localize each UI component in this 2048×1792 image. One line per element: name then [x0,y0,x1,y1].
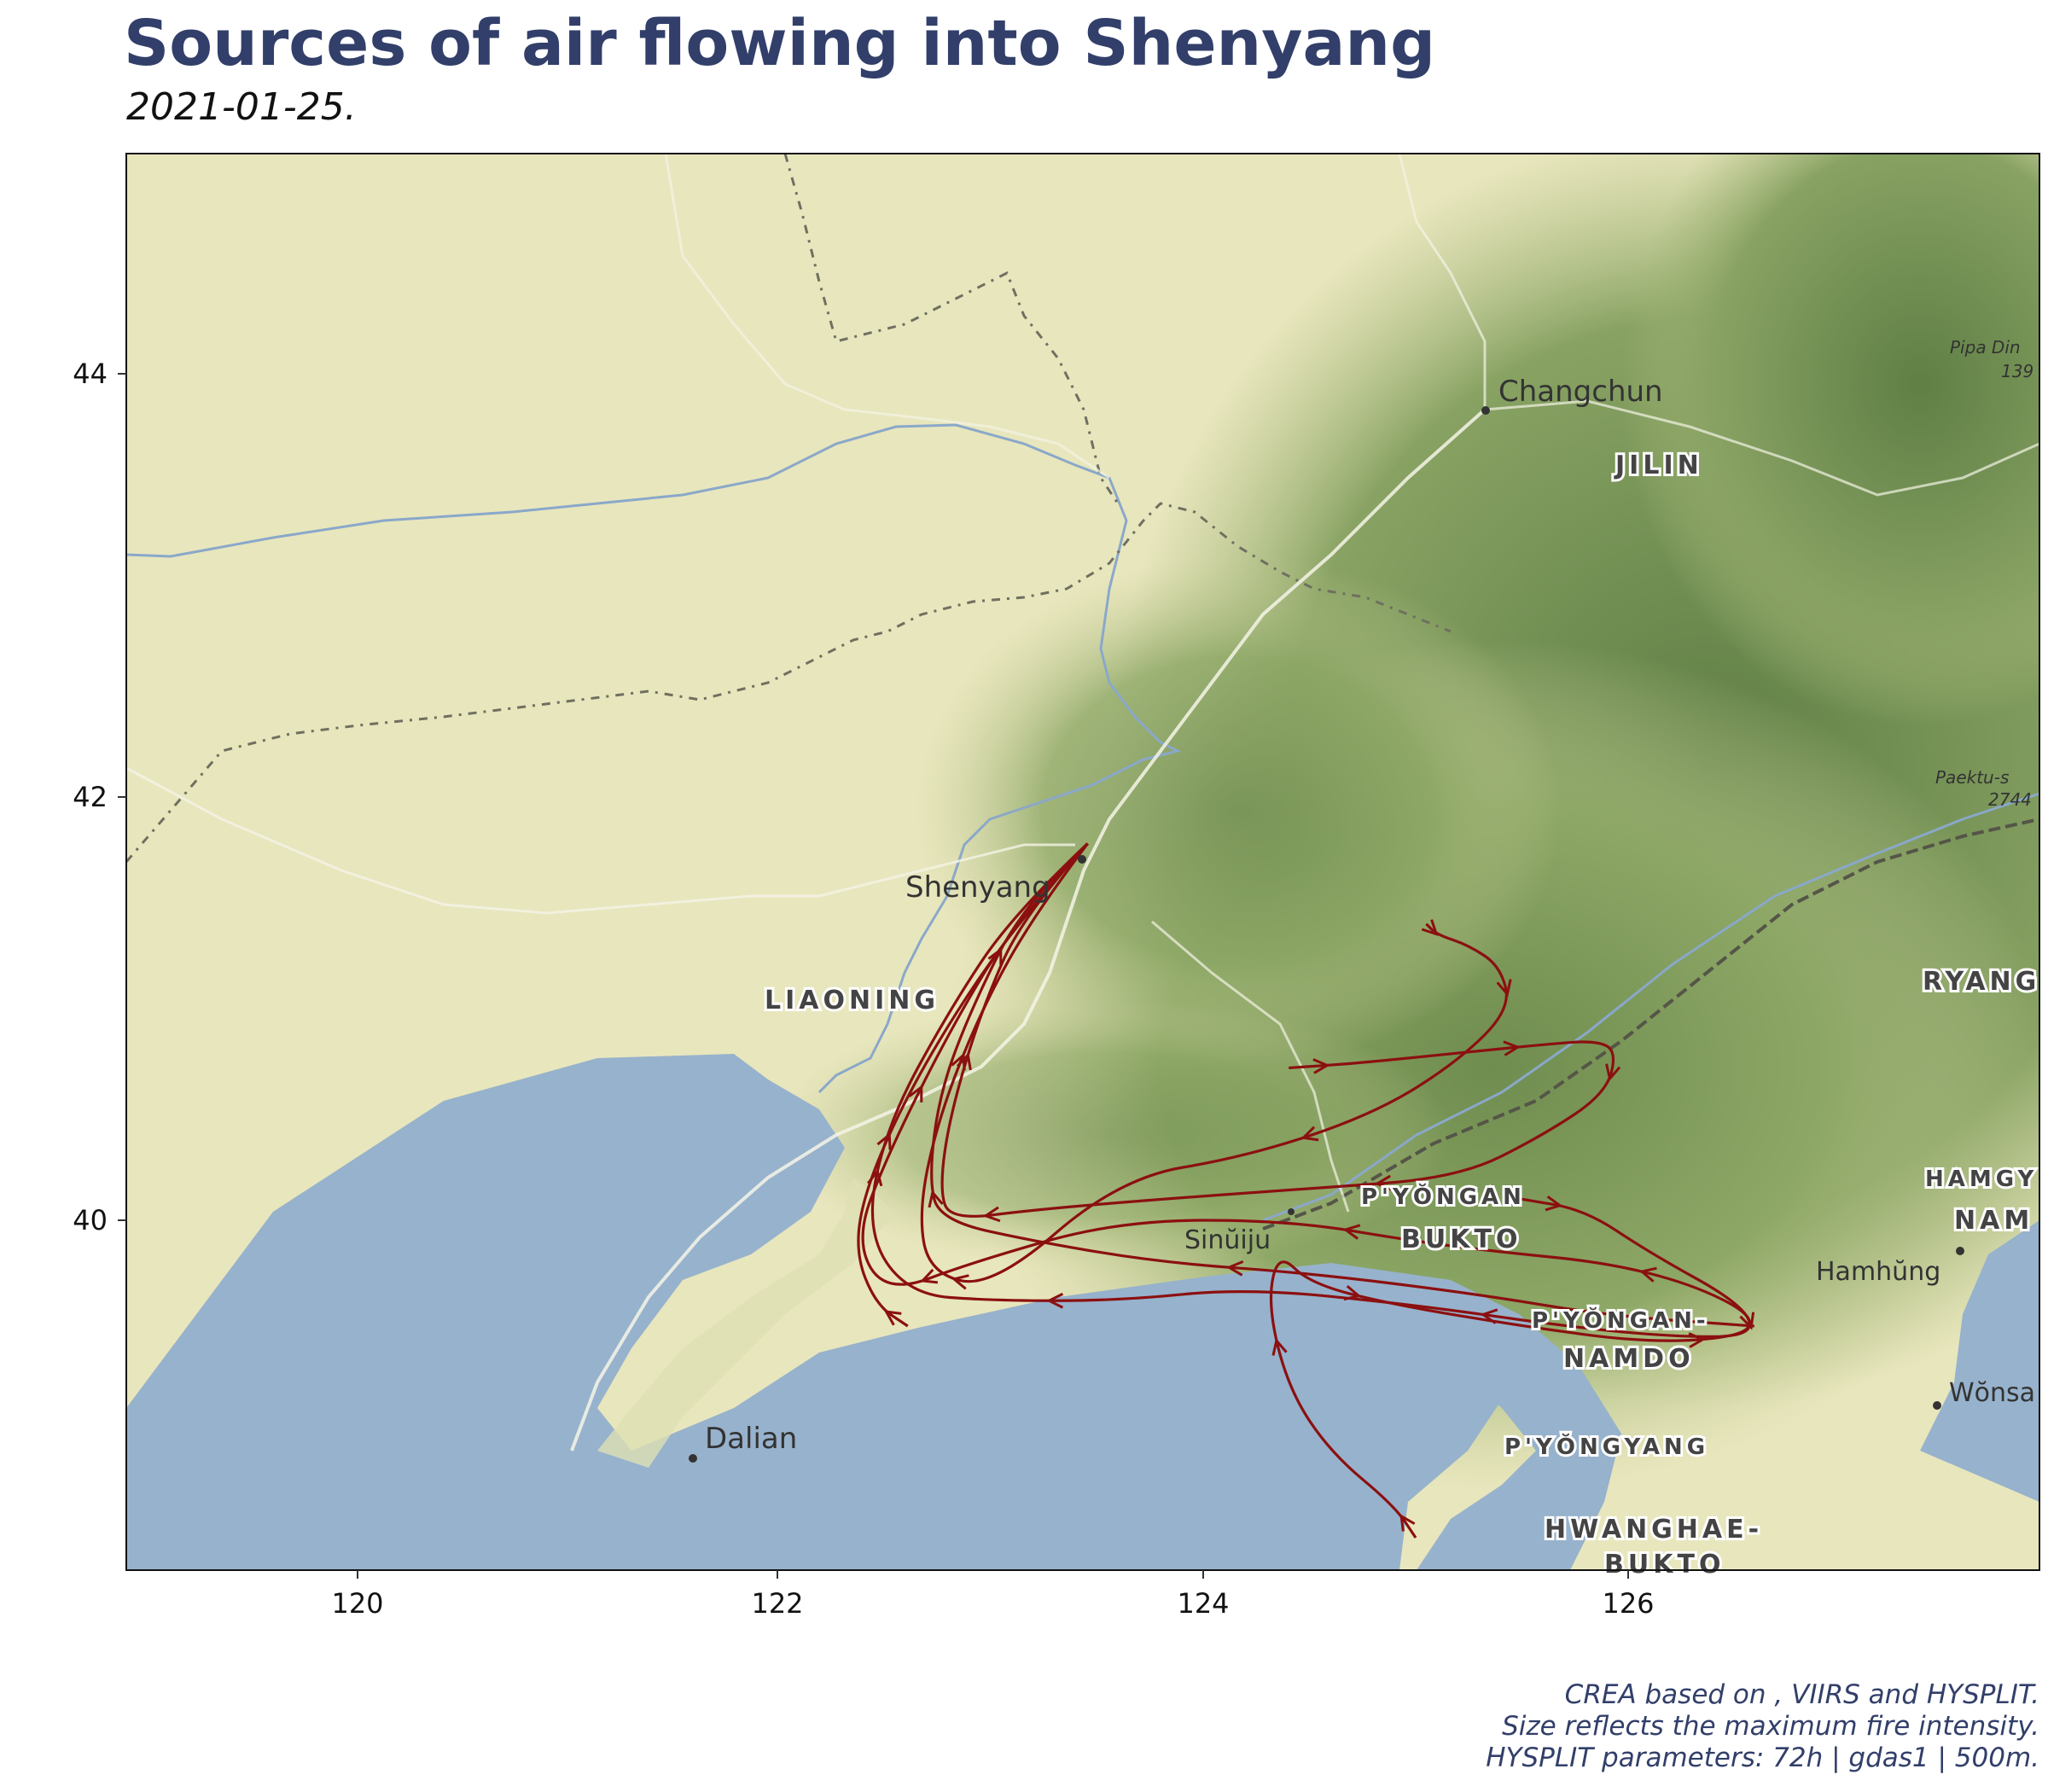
trajectory-layer [857,842,1755,1539]
sea-bohai [126,1054,1510,1570]
trajectory-arrow [951,1274,969,1290]
trajectory-arrow [908,1085,923,1103]
region-label-hwanghae-2: BUKTO [1604,1550,1725,1580]
river-yalu [1262,792,2039,1222]
trajectory-arrow [1496,979,1512,998]
trajectory-arrow [1343,1284,1362,1301]
chart-title: Sources of air flowing into Shenyang [124,7,1436,80]
city-dot-changchun [1481,406,1490,415]
trajectory-arrow [1312,1058,1330,1074]
peak-label-paektu-2: 2744 [1988,789,2032,810]
terrain-green-3 [913,555,1562,1067]
terrain-green-4 [1621,154,2039,725]
y-tick-label-40: 40 [73,1204,108,1236]
coast-liaodong [597,1178,896,1468]
region-label-hamgy-2: NAM [1954,1206,2033,1236]
region-label-pyongan-namdo-1: P'YŎNGAN- [1532,1306,1710,1334]
trajectory-arrow [1399,1513,1416,1532]
terrain-green-5 [768,998,1451,1271]
y-tick-label-42: 42 [73,781,108,813]
sea-east [1920,1220,2039,1502]
peak-label-pipa-1: Pipa Din [1950,337,2021,358]
trajectory-arrow [1271,1337,1288,1356]
x-tick-label-122: 122 [751,1587,803,1620]
road-2 [126,766,1075,915]
caption-line-1: CREA based on , VIIRS and HYSPLIT. [1564,1679,2039,1710]
region-label-jilin: JILIN [1614,451,1703,480]
trajectory-arrow [1421,919,1439,937]
map-frame [125,153,2040,1571]
trajectory-line [940,842,1615,1218]
road-3 [664,154,1110,480]
city-dot-dalian [689,1454,697,1463]
y-tick-label-44: 44 [73,358,108,390]
trajectory-arrow [1605,1063,1621,1082]
y-axis: 44 42 40 [73,358,126,1236]
border-korea [1262,817,2039,1231]
trajectory-arrow [1688,1332,1706,1348]
place-label-shenyang: Shenyang [905,870,1050,905]
trajectory-arrow [982,1206,1001,1223]
sea-korea-bay [1280,1263,1621,1570]
river-liao [126,423,1182,1094]
basemap [126,154,2039,1570]
region-label-hamgy-1: HAMGY [1925,1167,2038,1192]
road-6 [1398,154,1487,410]
city-dot-sinuiju [1288,1208,1295,1215]
trajectory-arrow [1046,1292,1064,1309]
region-label-ryang: RYANG [1923,967,2040,997]
trajectory-arrow [1503,1040,1521,1056]
x-tick-label-126: 126 [1602,1587,1654,1620]
trajectory-arrow [1545,1195,1563,1212]
place-label-wonsan: Wŏnsa [1949,1378,2035,1408]
trajectory-arrow [876,1132,892,1150]
trajectory-arrow [928,1190,944,1208]
trajectory-arrow [867,1168,883,1187]
trajectory-arrow [1638,1266,1657,1283]
place-label-hamhung: Hamhŭng [1816,1257,1940,1287]
city-dot-wonsan [1933,1401,1941,1410]
caption: CREA based on , VIIRS and HYSPLIT. Size … [1486,1679,2039,1774]
peak-label-pipa-2: 139 [2001,361,2033,381]
trajectory-arrow [1374,1174,1392,1191]
trajectory-arrow [1342,1224,1361,1240]
trajectory-arrow [1225,1260,1244,1277]
trajectory-line [930,842,1754,1328]
trajectory-line [861,842,1752,1539]
region-label-pyongyang: P'YŎNGYANG [1504,1433,1709,1460]
city-dot-shenyang [1078,855,1086,864]
road-1 [570,408,1487,1452]
trajectory-arrow [919,1268,939,1284]
road-5 [1151,920,1350,1213]
trajectory-arrow [1739,1312,1755,1330]
x-tick-label-120: 120 [331,1587,383,1620]
place-label-changchun: Changchun [1498,375,1663,409]
chart-subtitle: 2021-01-25. [126,85,357,129]
road-4 [1484,399,2039,497]
x-tick-label-124: 124 [1177,1587,1229,1620]
trajectory-arrow [956,1052,972,1071]
caption-line-3: HYSPLIT parameters: 72h | gdas1 | 500m. [1486,1743,2039,1773]
map-labels: Changchun JILIN Shenyang LIAONING Dalian… [705,337,2040,1582]
region-label-pyongan-namdo-2: NAMDO [1563,1344,1695,1374]
place-label-sinuiju: Sinŭiju [1184,1225,1271,1255]
region-label-pyongan-bukto-1: P'YŎNGAN [1361,1183,1526,1210]
trajectory-arrow [1670,1313,1689,1329]
city-dot-hamhung [1956,1247,1964,1255]
peak-label-paektu-1: Paektu-s [1935,767,2009,788]
region-label-pyongan-bukto-2: BUKTO [1401,1225,1521,1254]
place-label-dalian: Dalian [705,1422,797,1456]
trajectory-arrow [883,1310,902,1326]
border-line [126,502,1452,863]
region-label-hwanghae-1: HWANGHAE- [1545,1515,1763,1545]
region-label-liaoning: LIAONING [765,986,940,1015]
place-markers [689,406,1964,1463]
caption-line-2: Size reflects the maximum fire intensity… [1502,1711,2039,1742]
border-line-2 [783,154,1120,504]
x-axis: 120 122 124 126 [331,1570,1655,1620]
trajectory-arrow [1300,1126,1319,1142]
